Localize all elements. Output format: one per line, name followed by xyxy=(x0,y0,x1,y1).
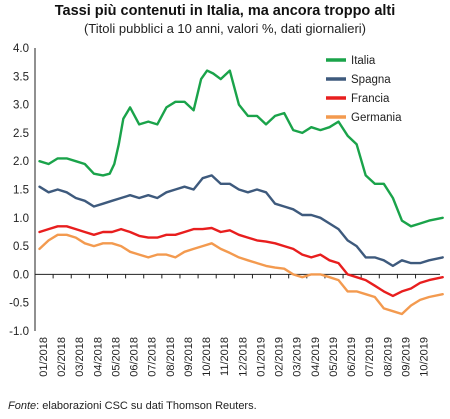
y-tick-label: 4.0 xyxy=(13,43,29,55)
x-tick-label: 02/2019 xyxy=(274,337,286,377)
x-tick-label: 06/2019 xyxy=(346,337,358,377)
source-text: : elaborazioni CSC su dati Thomson Reute… xyxy=(36,400,257,412)
source-label: Fonte xyxy=(8,400,37,412)
series-line-spagna xyxy=(38,174,444,268)
series-layer xyxy=(38,69,444,316)
x-tick-label: 08/2019 xyxy=(382,337,394,377)
x-tick-label: 03/2019 xyxy=(292,337,304,377)
source-note: Fonte: elaborazioni CSC su dati Thomson … xyxy=(8,400,257,412)
y-tick-label: -0.5 xyxy=(9,298,29,310)
x-tick-label: 07/2019 xyxy=(364,337,376,377)
y-tick-label: 1.5 xyxy=(13,185,29,197)
x-tick-label: 09/2019 xyxy=(400,337,412,377)
series-line-francia xyxy=(38,225,444,298)
x-tick-label: 08/2018 xyxy=(165,337,177,377)
x-tick-label: 11/2018 xyxy=(219,337,231,376)
x-tick-label: 09/2018 xyxy=(183,337,195,377)
legend-label: Spagna xyxy=(351,74,391,86)
y-axis: 4.0 3.5 3.0 2.5 2.0 1.5 1.0 0.5 0.0 -0.5 -1.0 xyxy=(9,43,36,338)
x-tick-label: 07/2018 xyxy=(147,337,159,377)
legend-label: Francia xyxy=(351,93,390,105)
legend-label: Italia xyxy=(351,55,376,67)
y-tick-label: 2.5 xyxy=(13,128,29,140)
x-tick-label: 10/2019 xyxy=(419,337,431,377)
x-tick-label: 12/2018 xyxy=(237,337,249,377)
x-tick-label: 04/2018 xyxy=(92,337,104,377)
legend: Italia Spagna Francia Germania xyxy=(326,55,402,124)
series-line-germania xyxy=(38,233,444,316)
y-tick-label: 2.0 xyxy=(13,156,29,168)
x-tick-label: 10/2018 xyxy=(201,337,213,377)
y-tick-label: 0.0 xyxy=(13,269,29,281)
x-tick-label: 01/2018 xyxy=(38,337,50,377)
x-tick-label: 05/2019 xyxy=(328,337,340,377)
x-axis: 01/2018 02/2018 03/2018 04/2018 05/2018 06/20… xyxy=(34,273,440,377)
y-tick-label: 3.0 xyxy=(13,100,29,112)
legend-label: Germania xyxy=(351,112,402,124)
x-tick-label: 02/2018 xyxy=(56,337,68,377)
x-tick-label: 01/2019 xyxy=(255,337,267,377)
chart-subtitle: (Titoli pubblici a 10 anni, valori %, da… xyxy=(83,21,367,36)
y-tick-label: 1.0 xyxy=(13,213,29,225)
y-tick-label: 3.5 xyxy=(13,71,29,83)
y-tick-label: 0.5 xyxy=(13,241,29,253)
y-tick-label: -1.0 xyxy=(9,326,29,338)
x-tick-label: 03/2018 xyxy=(74,337,86,377)
chart-title: Tassi più contenuti in Italia, ma ancora… xyxy=(54,3,396,19)
x-tick-label: 04/2019 xyxy=(310,337,322,377)
x-tick-label: 06/2018 xyxy=(129,337,141,377)
x-tick-label: 05/2018 xyxy=(110,337,122,377)
series-line-italia xyxy=(38,69,444,228)
